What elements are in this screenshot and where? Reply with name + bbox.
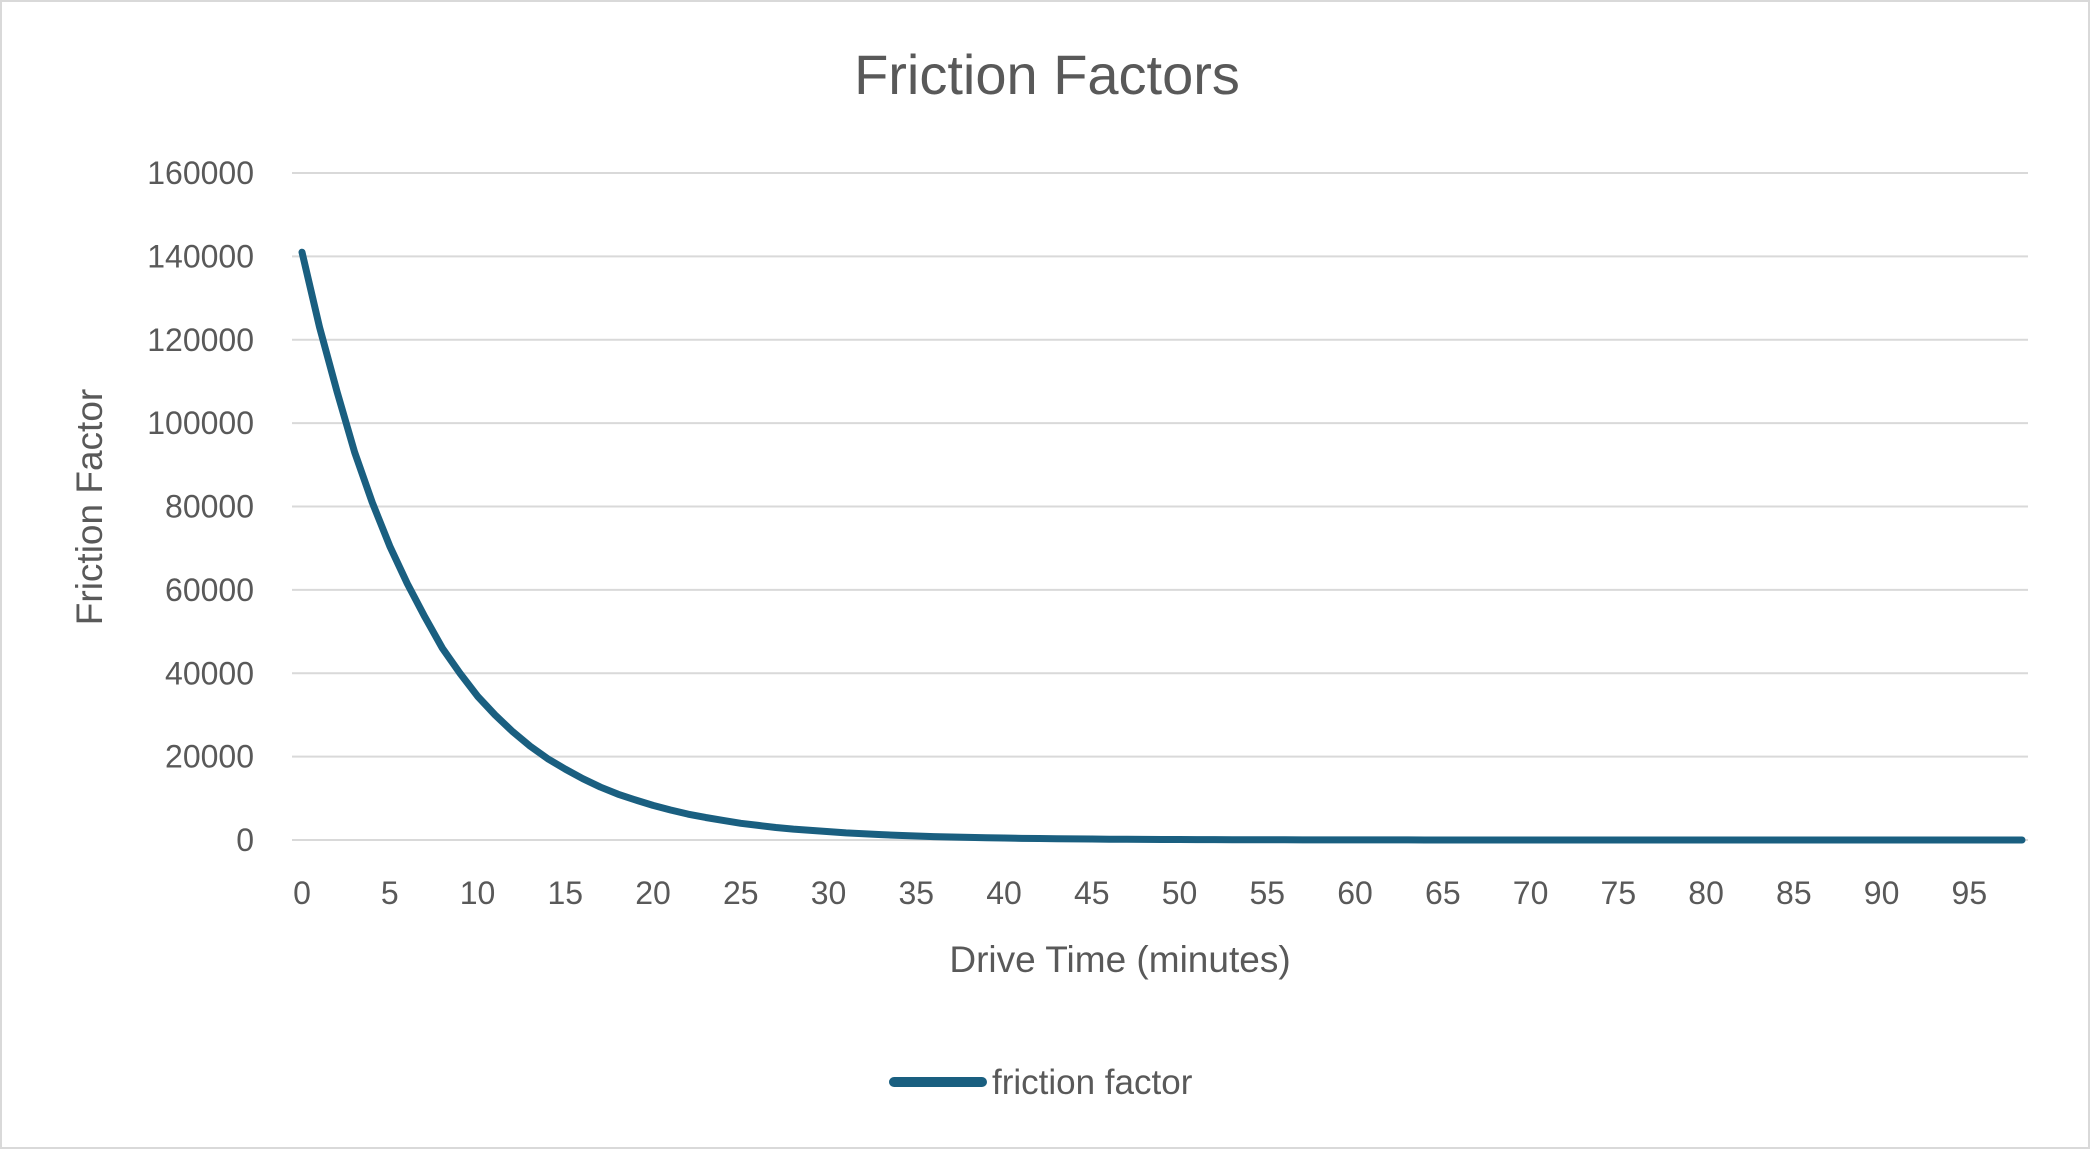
x-tick-label-30: 30 (811, 875, 847, 911)
x-tick-label-55: 55 (1250, 875, 1286, 911)
x-tick-label-75: 75 (1601, 875, 1637, 911)
y-tick-label-20000: 20000 (165, 739, 254, 775)
legend-label-friction-factor: friction factor (992, 1063, 1193, 1102)
y-tick-label-60000: 60000 (165, 572, 254, 608)
x-tick-label-90: 90 (1864, 875, 1900, 911)
x-tick-label-85: 85 (1776, 875, 1812, 911)
x-axis-tick-labels: 0 5 10 15 20 25 30 35 40 45 50 55 60 65 70 75 80 85 90 95 (293, 875, 1987, 911)
series-layer (298, 248, 2026, 844)
x-tick-label-35: 35 (898, 875, 934, 911)
x-tick-label-15: 15 (547, 875, 583, 911)
series-line-friction-factor (298, 248, 2026, 844)
x-tick-label-50: 50 (1162, 875, 1198, 911)
y-tick-label-160000: 160000 (147, 155, 254, 191)
x-tick-label-95: 95 (1952, 875, 1988, 911)
x-tick-label-45: 45 (1074, 875, 1110, 911)
x-tick-label-80: 80 (1688, 875, 1724, 911)
x-tick-label-5: 5 (381, 875, 399, 911)
x-tick-label-65: 65 (1425, 875, 1461, 911)
x-tick-label-40: 40 (986, 875, 1022, 911)
x-tick-label-25: 25 (723, 875, 759, 911)
y-tick-label-100000: 100000 (147, 405, 254, 441)
y-gridlines (292, 172, 2028, 841)
x-tick-label-0: 0 (293, 875, 311, 911)
x-tick-label-60: 60 (1337, 875, 1373, 911)
y-tick-label-0: 0 (236, 822, 254, 858)
x-tick-label-20: 20 (635, 875, 671, 911)
x-axis-title: Drive Time (minutes) (949, 939, 1290, 980)
x-tick-label-10: 10 (460, 875, 496, 911)
y-tick-label-40000: 40000 (165, 655, 254, 691)
x-tick-label-70: 70 (1513, 875, 1549, 911)
chart-title: Friction Factors (854, 43, 1240, 106)
y-tick-label-140000: 140000 (147, 238, 254, 274)
y-tick-label-80000: 80000 (165, 489, 254, 525)
y-tick-label-120000: 120000 (147, 322, 254, 358)
y-axis-title: Friction Factor (69, 389, 110, 625)
y-axis-tick-labels: 0 20000 40000 60000 80000 100000 120000 140000 1… (147, 155, 254, 858)
legend: friction factor (889, 1063, 1193, 1102)
